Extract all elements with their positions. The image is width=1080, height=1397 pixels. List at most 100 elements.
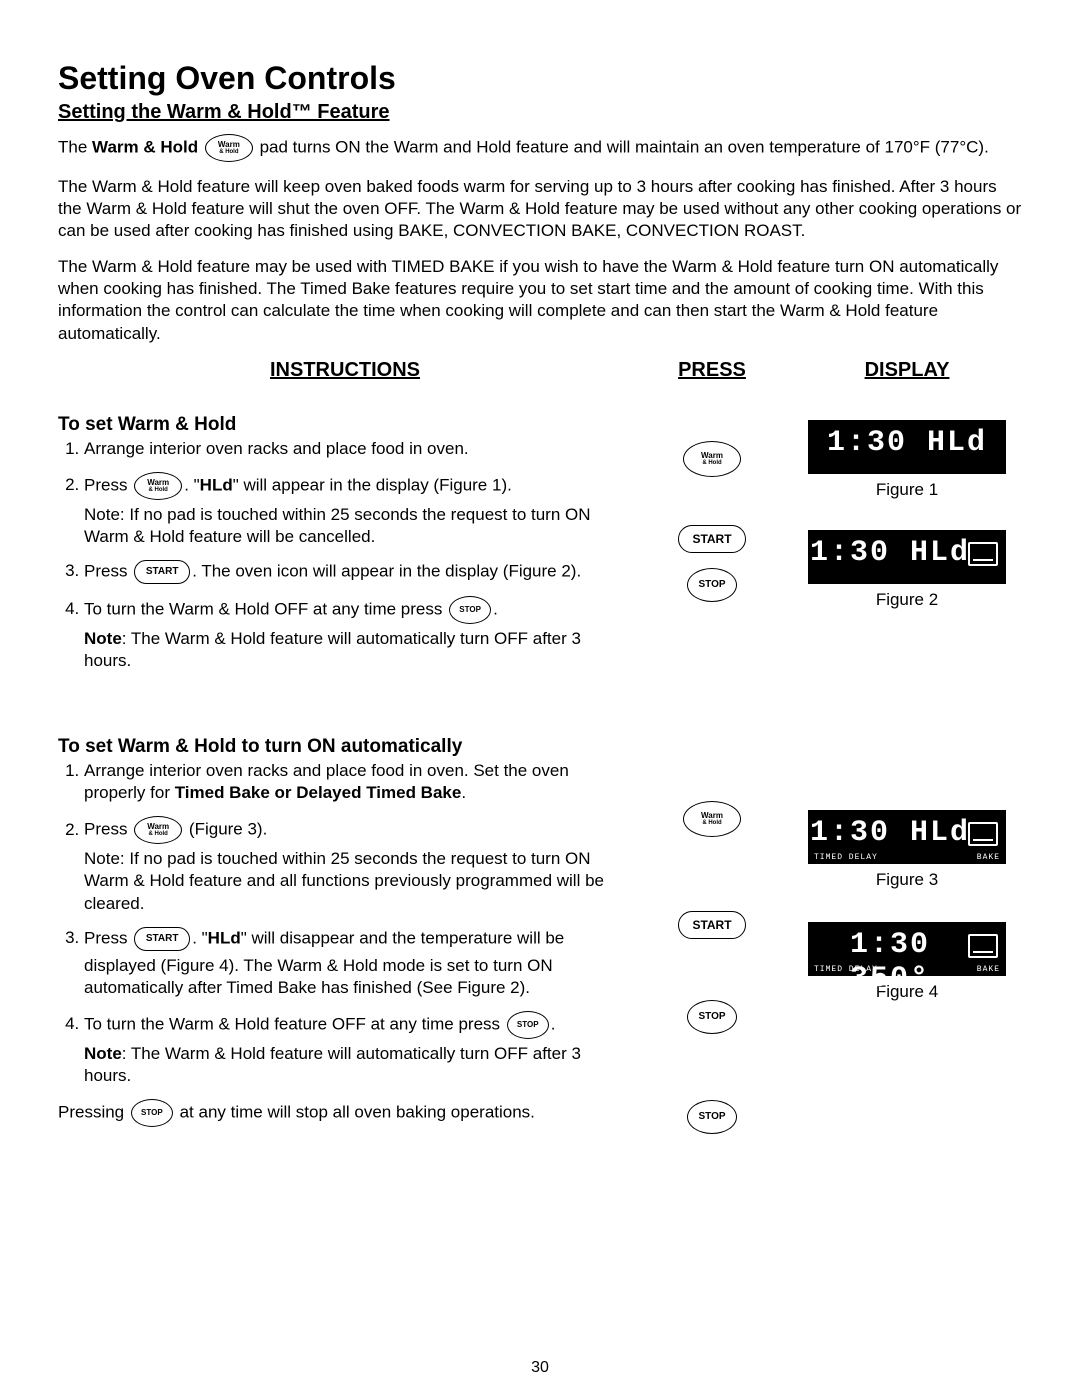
- section-subtitle: Setting the Warm & Hold™ Feature: [58, 101, 1022, 124]
- text: The: [58, 137, 92, 156]
- figure-2-block: 1:30 HLd Figure 2: [792, 530, 1022, 610]
- press-warm-hold: Warm& Hold: [632, 796, 792, 842]
- text: . ": [184, 475, 199, 494]
- figure-1-caption: Figure 1: [792, 480, 1022, 500]
- press-warm-hold: Warm& Hold: [632, 436, 792, 482]
- text: To turn the Warm & Hold OFF at any time …: [84, 599, 447, 618]
- text: Press: [84, 820, 132, 839]
- step-2: Press Warm& Hold (Figure 3). Note: If no…: [84, 816, 632, 914]
- section-1-heading: To set Warm & Hold: [58, 414, 632, 436]
- start-pad-icon: START: [134, 560, 190, 584]
- step-1: Arrange interior oven racks and place fo…: [84, 438, 632, 460]
- stop-pad-icon: STOP: [687, 1000, 737, 1034]
- step-2-note: Note: If no pad is touched within 25 sec…: [84, 504, 632, 548]
- section-1-row: To set Warm & Hold Arrange interior oven…: [58, 396, 1022, 684]
- page-title: Setting Oven Controls: [58, 60, 1022, 97]
- bold-text: Timed Bake or Delayed Timed Bake: [175, 783, 462, 802]
- section-2-instructions: To set Warm & Hold to turn ON automatica…: [58, 718, 632, 1141]
- display-bottom-left: TIMED DELAY: [814, 965, 878, 974]
- display-header: DISPLAY: [792, 359, 1022, 382]
- text: . The oven icon will appear in the displ…: [192, 561, 581, 580]
- display-text: 1:30 HLd: [808, 426, 1006, 460]
- step-2-note: Note: If no pad is touched within 25 sec…: [84, 848, 632, 914]
- bold-text: Note: [84, 1044, 122, 1063]
- text: .: [461, 783, 466, 802]
- start-pad-icon: START: [134, 927, 190, 951]
- display-text: 1:30 350°: [808, 928, 972, 996]
- text: . ": [192, 928, 207, 947]
- section-2-steps: Arrange interior oven racks and place fo…: [58, 760, 632, 1087]
- warm-hold-pad-icon: Warm& Hold: [134, 816, 182, 844]
- step-3-continued: displayed (Figure 4). The Warm & Hold mo…: [84, 955, 632, 999]
- section-1-display-col: 1:30 HLd Figure 1 1:30 HLd Figure 2: [792, 396, 1022, 684]
- page-number: 30: [0, 1359, 1080, 1377]
- stop-pad-icon: STOP: [687, 568, 737, 602]
- stop-pad-icon: STOP: [449, 596, 491, 624]
- stop-pad-icon: STOP: [131, 1099, 173, 1127]
- text: pad turns ON the Warm and Hold feature a…: [255, 137, 989, 156]
- display-bottom-right: BAKE: [977, 853, 1000, 862]
- display-panel-1: 1:30 HLd: [808, 420, 1006, 474]
- figure-1-block: 1:30 HLd Figure 1: [792, 420, 1022, 500]
- final-note: Pressing STOP at any time will stop all …: [58, 1099, 632, 1127]
- section-2-row: To set Warm & Hold to turn ON automatica…: [58, 718, 1022, 1141]
- step-2: Press Warm& Hold. "HLd" will appear in t…: [84, 472, 632, 548]
- text: at any time will stop all oven baking op…: [175, 1102, 535, 1121]
- display-panel-3: 1:30 HLd TIMED DELAY BAKE: [808, 810, 1006, 864]
- intro-paragraph-1: The Warm & Hold Warm& Hold pad turns ON …: [58, 134, 1022, 162]
- display-panel-2: 1:30 HLd: [808, 530, 1006, 584]
- press-start: START: [632, 516, 792, 562]
- pad-label-bottom: & Hold: [149, 831, 168, 837]
- figure-4-block: 1:30 350° TIMED DELAY BAKE Figure 4: [792, 922, 1022, 1002]
- oven-icon: [968, 822, 998, 846]
- text: Pressing: [58, 1102, 129, 1121]
- display-bottom-left: TIMED DELAY: [814, 853, 878, 862]
- warm-hold-pad-icon: Warm& Hold: [683, 801, 741, 837]
- text: : The Warm & Hold feature will automatic…: [84, 1044, 581, 1085]
- text: .: [493, 599, 498, 618]
- text: : The Warm & Hold feature will automatic…: [84, 629, 581, 670]
- text: Press: [84, 928, 132, 947]
- pad-label-bottom: & Hold: [219, 149, 238, 155]
- stop-pad-icon: STOP: [507, 1011, 549, 1039]
- step-4: To turn the Warm & Hold feature OFF at a…: [84, 1011, 632, 1087]
- text: " will disappear and the temperature wil…: [241, 928, 565, 947]
- bold-text: HLd: [200, 475, 233, 494]
- bold-text: HLd: [208, 928, 241, 947]
- column-headers-row: INSTRUCTIONS PRESS DISPLAY: [58, 359, 1022, 382]
- pad-label-bottom: & Hold: [149, 487, 168, 493]
- pad-label-top: Warm: [218, 141, 240, 149]
- press-header: PRESS: [632, 359, 792, 382]
- warm-hold-pad-icon: Warm& Hold: [683, 441, 741, 477]
- figure-3-caption: Figure 3: [792, 870, 1022, 890]
- press-start: START: [632, 902, 792, 948]
- section-2-press-col: Warm& Hold START STOP STOP: [632, 718, 792, 1141]
- figure-3-block: 1:30 HLd TIMED DELAY BAKE Figure 3: [792, 810, 1022, 890]
- start-pad-icon: START: [678, 525, 746, 553]
- text: (Figure 3).: [184, 820, 267, 839]
- bold-text: Warm & Hold: [92, 137, 198, 156]
- stop-pad-icon: STOP: [687, 1100, 737, 1134]
- pad-label-top: Warm: [701, 812, 723, 820]
- step-3: Press START. The oven icon will appear i…: [84, 560, 632, 584]
- step-1: Arrange interior oven racks and place fo…: [84, 760, 632, 804]
- pad-label-top: Warm: [701, 452, 723, 460]
- press-stop: STOP: [632, 1094, 792, 1140]
- pad-label-bottom: & Hold: [702, 460, 721, 466]
- section-1-press-col: Warm& Hold START STOP: [632, 396, 792, 684]
- step-4-note: Note: The Warm & Hold feature will autom…: [84, 1043, 632, 1087]
- display-bottom-right: BAKE: [977, 965, 1000, 974]
- display-panel-4: 1:30 350° TIMED DELAY BAKE: [808, 922, 1006, 976]
- intro-paragraph-2: The Warm & Hold feature will keep oven b…: [58, 176, 1022, 242]
- manual-page: Setting Oven Controls Setting the Warm &…: [0, 0, 1080, 1397]
- step-4-note: Note: The Warm & Hold feature will autom…: [84, 628, 632, 672]
- press-stop: STOP: [632, 562, 792, 608]
- warm-hold-pad-icon: Warm& Hold: [205, 134, 253, 162]
- start-pad-icon: START: [678, 911, 746, 939]
- oven-icon: [968, 542, 998, 566]
- section-1-instructions: To set Warm & Hold Arrange interior oven…: [58, 396, 632, 684]
- warm-hold-pad-icon: Warm& Hold: [134, 472, 182, 500]
- pad-label-bottom: & Hold: [702, 820, 721, 826]
- display-text: 1:30 HLd: [808, 816, 972, 850]
- oven-icon: [968, 934, 998, 958]
